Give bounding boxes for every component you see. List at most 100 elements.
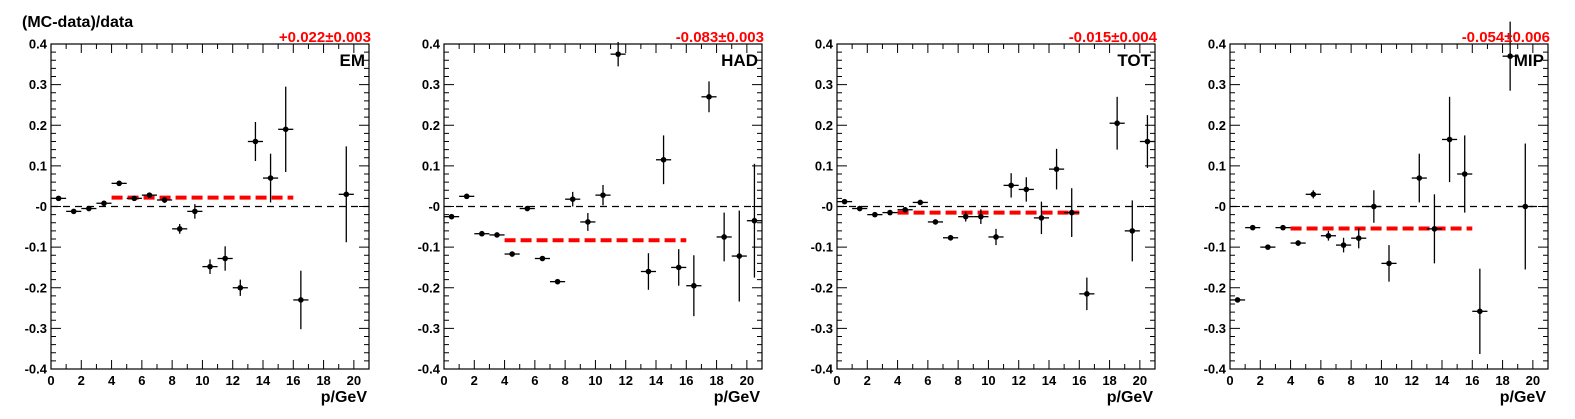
point-marker xyxy=(1355,235,1362,241)
x-tick-label: 16 xyxy=(679,373,693,388)
point-marker xyxy=(252,138,259,145)
point-marker xyxy=(1114,120,1120,127)
fit-result-label: -0.015±0.004 xyxy=(1069,29,1158,46)
x-tick-label: 16 xyxy=(1465,373,1479,388)
x-tick-label: 0 xyxy=(440,373,447,388)
y-tick-label: -0.4 xyxy=(811,362,834,377)
panel-label: TOT xyxy=(1117,51,1151,70)
data-point xyxy=(746,163,762,278)
x-tick-label: 6 xyxy=(1317,373,1324,388)
y-tick-label: 0.3 xyxy=(29,77,47,92)
fit-result-label: -0.054±0.006 xyxy=(1462,29,1550,46)
data-point xyxy=(958,211,974,222)
x-tick-label: 8 xyxy=(1348,373,1355,388)
panels: 0 2 4 6 8 10 12 14 16 18 20-0.4-0.3-0.2-0.1-00.10.… xyxy=(25,21,1550,406)
y-tick-label: -0.1 xyxy=(25,240,47,255)
data-point xyxy=(1033,201,1049,235)
x-tick-label: 14 xyxy=(649,373,664,388)
y-tick-label: 0.1 xyxy=(815,158,833,173)
point-marker xyxy=(343,191,350,198)
data-point xyxy=(157,197,173,203)
data-point xyxy=(278,86,294,172)
y-tick-label: 0.3 xyxy=(422,77,440,92)
point-marker xyxy=(282,126,289,133)
data-point xyxy=(882,209,898,216)
point-marker xyxy=(86,205,92,212)
y-tick-label: 0.1 xyxy=(422,158,440,173)
data-point xyxy=(1260,244,1276,250)
x-tick-label: 18 xyxy=(316,373,330,388)
x-tick-label: 20 xyxy=(1133,373,1147,388)
x-tick-label: 10 xyxy=(981,373,995,388)
fit-result-label: -0.083±0.003 xyxy=(676,29,764,46)
data-point xyxy=(580,213,596,231)
point-marker xyxy=(494,232,500,238)
y-tick-label: 0.4 xyxy=(815,37,834,52)
y-tick-label: 0.4 xyxy=(29,37,48,52)
x-axis-title: p/GeV xyxy=(1107,389,1154,406)
y-tick-label: -0.4 xyxy=(1204,362,1227,377)
data-point xyxy=(973,209,989,224)
point-marker xyxy=(146,192,153,198)
point-marker xyxy=(539,255,546,262)
panel-em: 0 2 4 6 8 10 12 14 16 18 20 -0.4 -0.3 -0.2 -0.1 -0 0.1 0.… xyxy=(25,29,371,406)
point-marker xyxy=(1023,186,1030,193)
data-point xyxy=(172,223,188,234)
fit-result-label: +0.022±0.003 xyxy=(279,29,371,46)
data-point xyxy=(111,180,127,187)
x-tick-label: 2 xyxy=(471,373,478,388)
data-point xyxy=(1079,277,1095,311)
x-axis-title: p/GeV xyxy=(1500,389,1547,406)
point-marker xyxy=(267,175,274,181)
data-point xyxy=(912,199,928,206)
point-marker xyxy=(1008,182,1014,189)
point-marker xyxy=(585,219,591,225)
y-tick-label: -0 xyxy=(821,199,833,214)
x-tick-label: 8 xyxy=(169,373,176,388)
data-point xyxy=(1472,268,1488,354)
data-point xyxy=(731,210,747,302)
data-point xyxy=(1381,245,1397,282)
data-point xyxy=(1018,177,1034,202)
point-marker xyxy=(161,197,168,203)
x-tick-label: 4 xyxy=(1287,373,1295,388)
y-tick-label: -0.1 xyxy=(811,240,833,255)
y-tick-label: -0.2 xyxy=(811,280,833,295)
point-marker xyxy=(1477,308,1483,315)
data-point xyxy=(943,234,959,241)
y-tick-label: -0.2 xyxy=(1204,280,1226,295)
data-point xyxy=(263,153,279,203)
data-point xyxy=(1245,224,1261,231)
point-marker xyxy=(1144,138,1151,145)
point-marker xyxy=(1507,53,1513,59)
point-marker xyxy=(298,297,304,303)
point-marker xyxy=(70,208,77,215)
data-point xyxy=(1442,96,1458,183)
y-tick-label: 0.2 xyxy=(815,118,833,133)
point-marker xyxy=(751,217,758,224)
y-tick-label: -0.2 xyxy=(25,280,47,295)
x-tick-label: 0 xyxy=(47,373,54,388)
x-tick-label: 10 xyxy=(195,373,209,388)
data-point xyxy=(1336,237,1352,253)
point-marker xyxy=(1265,244,1271,250)
x-tick-label: 6 xyxy=(924,373,931,388)
data-point xyxy=(1411,153,1427,203)
data-point xyxy=(1275,224,1291,231)
point-marker xyxy=(131,195,138,202)
x-tick-label: 2 xyxy=(864,373,871,388)
point-marker xyxy=(1084,291,1090,297)
point-marker xyxy=(1522,203,1529,210)
point-marker xyxy=(554,278,561,285)
point-marker xyxy=(917,199,924,206)
x-tick-label: 12 xyxy=(1011,373,1025,388)
point-marker xyxy=(237,284,244,291)
point-marker xyxy=(1371,203,1377,210)
point-marker xyxy=(1053,166,1060,172)
panel-label: EM xyxy=(340,51,366,70)
data-point xyxy=(474,230,490,237)
point-marker xyxy=(1068,209,1075,216)
data-point xyxy=(81,205,97,212)
point-marker xyxy=(721,234,727,240)
